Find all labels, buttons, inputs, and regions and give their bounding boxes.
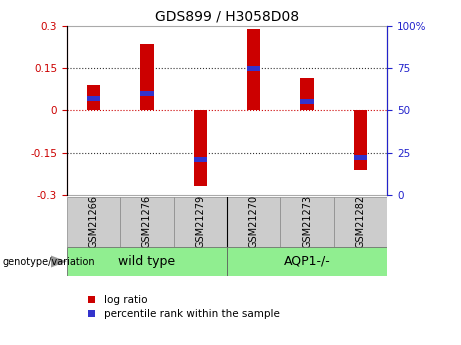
Bar <box>87 85 100 110</box>
Text: GSM21276: GSM21276 <box>142 195 152 248</box>
Text: AQP1-/-: AQP1-/- <box>284 255 331 268</box>
Bar <box>301 78 314 110</box>
Bar <box>280 197 334 247</box>
Title: GDS899 / H3058D08: GDS899 / H3058D08 <box>155 9 299 23</box>
Bar <box>194 157 207 162</box>
Bar <box>140 44 154 110</box>
Bar <box>354 155 367 160</box>
Bar <box>334 197 387 247</box>
Bar <box>174 197 227 247</box>
Bar <box>247 66 260 71</box>
Bar <box>247 29 260 110</box>
Bar <box>140 91 154 96</box>
Bar <box>227 197 280 247</box>
Text: GSM21279: GSM21279 <box>195 195 205 248</box>
Text: GSM21266: GSM21266 <box>89 195 99 248</box>
Bar <box>120 197 174 247</box>
Text: wild type: wild type <box>118 255 176 268</box>
Bar <box>301 99 314 105</box>
Text: GSM21282: GSM21282 <box>355 195 366 248</box>
Legend: log ratio, percentile rank within the sample: log ratio, percentile rank within the sa… <box>88 295 279 319</box>
Polygon shape <box>51 255 67 268</box>
Bar <box>354 110 367 170</box>
Text: GSM21273: GSM21273 <box>302 195 312 248</box>
Bar <box>87 96 100 101</box>
Bar <box>194 110 207 187</box>
Text: GSM21270: GSM21270 <box>249 195 259 248</box>
Bar <box>67 197 120 247</box>
Bar <box>67 247 227 276</box>
Text: genotype/variation: genotype/variation <box>2 257 95 266</box>
Bar <box>227 247 387 276</box>
